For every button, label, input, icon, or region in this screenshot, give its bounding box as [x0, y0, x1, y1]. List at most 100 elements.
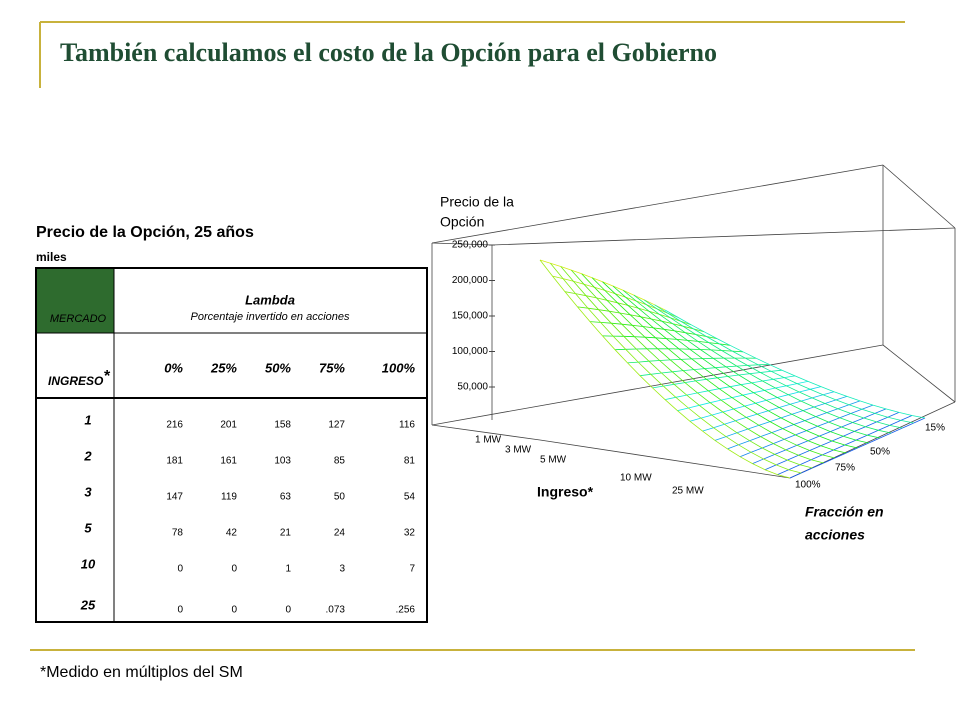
column-header: 0%	[164, 360, 183, 375]
row-label: 10	[81, 556, 96, 571]
cell: 127	[328, 420, 345, 431]
cell: 81	[404, 456, 416, 467]
row-label: 3	[84, 484, 92, 499]
y-tick-label: 50%	[870, 447, 890, 458]
x-tick-label: 1 MW	[475, 435, 502, 446]
box-edge	[789, 401, 956, 479]
mesh-line	[539, 259, 791, 479]
cell: 119	[221, 492, 237, 503]
y-label: acciones	[805, 527, 865, 543]
column-header: 75%	[319, 360, 345, 375]
cell: .256	[396, 605, 416, 616]
cell: 103	[274, 456, 291, 467]
group-sub: Porcentaje invertido en acciones	[191, 311, 350, 323]
row-label: 5	[84, 520, 92, 535]
mesh-line	[654, 304, 914, 424]
cell: 3	[339, 564, 345, 575]
mesh-line	[581, 273, 836, 459]
cell: 0	[231, 605, 237, 616]
cell: 85	[334, 456, 346, 467]
cell: 21	[280, 528, 292, 539]
mesh-line	[714, 396, 848, 441]
cell: 216	[166, 420, 183, 431]
row-label: 25	[80, 597, 96, 612]
column-header: 25%	[210, 360, 237, 375]
cell: 0	[231, 564, 237, 575]
x-label: Ingreso*	[537, 484, 594, 500]
cell: 147	[166, 492, 183, 503]
table-caption: Precio de la Opción, 25 años	[36, 224, 254, 241]
cell: 32	[404, 528, 416, 539]
box-edge	[431, 344, 884, 426]
cell: 201	[220, 420, 237, 431]
cell: 7	[409, 564, 415, 575]
x-tick-label: 5 MW	[540, 455, 567, 466]
y-tick-label: 15%	[925, 423, 945, 434]
box-edge	[431, 164, 884, 244]
cell: 1	[285, 564, 291, 575]
mesh-line	[564, 291, 692, 326]
z-label: Precio de la	[440, 194, 514, 210]
cell: 0	[285, 605, 291, 616]
mesh-line	[633, 294, 892, 434]
cell: 42	[226, 528, 238, 539]
box-edge	[491, 227, 956, 246]
column-header: 100%	[382, 360, 416, 375]
group: Lambda	[245, 292, 295, 307]
y-tick-label: 100%	[795, 480, 821, 491]
cell: 24	[334, 528, 346, 539]
box-edge	[882, 164, 956, 229]
z-tick-label: 50,000	[457, 382, 488, 393]
cell: 54	[404, 492, 416, 503]
header-cell	[37, 269, 114, 333]
box-edge	[431, 424, 541, 441]
mesh-line	[560, 266, 813, 469]
z-tick-label: 250,000	[452, 240, 489, 251]
row-label: 2	[83, 448, 92, 463]
row-header-text: INGRESO	[48, 374, 104, 388]
box-edge	[882, 344, 956, 403]
units: miles	[36, 250, 67, 264]
z-label: Opción	[440, 214, 484, 230]
mesh-line	[552, 275, 679, 318]
y-tick-label: 75%	[835, 463, 855, 474]
z-tick-label: 100,000	[452, 346, 489, 357]
row-header-mark: *	[103, 368, 110, 385]
z-tick-label: 200,000	[452, 275, 489, 286]
cell: 0	[177, 564, 183, 575]
cell: 161	[220, 456, 237, 467]
x-tick-label: 25 MW	[672, 486, 704, 497]
row-header: INGRESO*	[48, 368, 110, 388]
cell: 0	[177, 605, 183, 616]
cell: 116	[399, 420, 415, 431]
footnote: *Medido en múltiplos del SM	[40, 664, 243, 681]
mesh-line	[652, 369, 783, 389]
mesh-line	[612, 285, 869, 444]
z-tick-label: 150,000	[452, 311, 489, 322]
cell: 158	[274, 420, 291, 431]
x-tick-label: 10 MW	[620, 473, 652, 484]
box-edge	[539, 439, 791, 479]
cell: .073	[326, 605, 346, 616]
corner: MERCADO	[50, 313, 107, 325]
mesh-line	[550, 262, 802, 474]
mesh-line	[643, 299, 903, 429]
x-tick-label: 3 MW	[505, 445, 532, 456]
cell: 50	[334, 492, 346, 503]
row-label: 1	[84, 412, 91, 427]
mesh-line	[664, 309, 926, 419]
title: También calculamos el costo de la Opción…	[60, 38, 717, 67]
y-label: Fracción en	[805, 504, 884, 520]
column-header: 50%	[265, 360, 291, 375]
cell: 181	[166, 456, 183, 467]
cell: 78	[172, 528, 184, 539]
mesh-line	[623, 290, 881, 439]
mesh-line	[571, 269, 824, 464]
mesh-line	[539, 259, 666, 311]
box-edge	[431, 242, 493, 246]
cell: 63	[280, 492, 292, 503]
mesh-line	[591, 277, 847, 454]
mesh-line	[602, 281, 858, 449]
